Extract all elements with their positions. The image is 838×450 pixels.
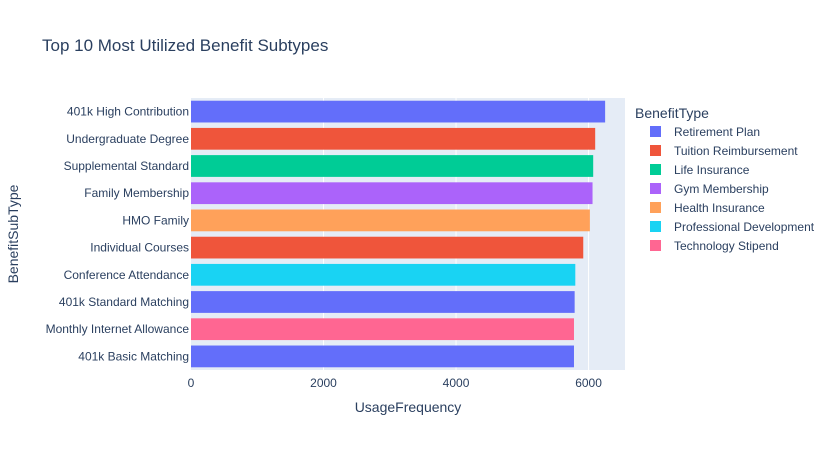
legend-swatch	[650, 202, 661, 213]
x-axis-title: UsageFrequency	[355, 399, 462, 415]
bar[interactable]	[191, 155, 594, 177]
legend-label: Retirement Plan	[674, 125, 760, 139]
legend-item[interactable]: Tuition Reimbursement	[650, 144, 798, 158]
legend[interactable]: BenefitType Retirement Plan Tuition Reimb…	[635, 105, 815, 253]
legend-label: Gym Membership	[674, 182, 769, 196]
chart-title: Top 10 Most Utilized Benefit Subtypes	[42, 36, 328, 55]
x-tick-label: 0	[188, 376, 195, 390]
y-tick-label: Family Membership	[84, 186, 189, 200]
x-tick-label: 2000	[310, 376, 337, 390]
legend-title: BenefitType	[635, 105, 709, 121]
y-tick-labels: 401k High Contribution Undergraduate Degr…	[46, 105, 190, 364]
x-tick-labels: 0 2000 4000 6000	[188, 376, 603, 390]
x-tick-label: 6000	[575, 376, 602, 390]
legend-item[interactable]: Gym Membership	[650, 182, 769, 196]
legend-item[interactable]: Retirement Plan	[650, 125, 760, 139]
y-tick-label: 401k High Contribution	[67, 105, 189, 119]
y-tick-label: Monthly Internet Allowance	[46, 322, 190, 336]
y-tick-label: Undergraduate Degree	[66, 132, 189, 146]
legend-item[interactable]: Professional Development	[650, 220, 815, 234]
bar[interactable]	[191, 209, 590, 232]
legend-swatch	[650, 145, 661, 156]
legend-label: Life Insurance	[674, 163, 750, 177]
legend-item[interactable]: Technology Stipend	[650, 239, 779, 253]
bar[interactable]	[191, 291, 575, 313]
legend-label: Technology Stipend	[674, 239, 779, 253]
bar[interactable]	[191, 182, 593, 205]
y-tick-label: Individual Courses	[90, 241, 189, 255]
bar[interactable]	[191, 345, 574, 368]
bar[interactable]	[191, 236, 584, 259]
legend-swatch	[650, 183, 661, 194]
y-axis-title: BenefitSubType	[5, 184, 21, 283]
legend-swatch	[650, 240, 661, 251]
bar[interactable]	[191, 127, 596, 150]
x-tick-label: 4000	[443, 376, 470, 390]
legend-label: Tuition Reimbursement	[674, 144, 798, 158]
legend-swatch	[650, 126, 661, 137]
bars	[191, 100, 606, 368]
legend-item[interactable]: Life Insurance	[650, 163, 750, 177]
y-tick-label: 401k Basic Matching	[78, 349, 189, 363]
bar[interactable]	[191, 263, 576, 286]
y-tick-label: 401k Standard Matching	[59, 295, 189, 309]
y-tick-label: HMO Family	[122, 213, 189, 227]
bar[interactable]	[191, 318, 574, 341]
legend-label: Professional Development	[674, 220, 815, 234]
bar[interactable]	[191, 100, 606, 123]
legend-label: Health Insurance	[674, 201, 765, 215]
y-tick-label: Conference Attendance	[64, 268, 190, 282]
legend-item[interactable]: Health Insurance	[650, 201, 765, 215]
y-tick-label: Supplemental Standard	[64, 159, 189, 173]
legend-swatch	[650, 164, 661, 175]
legend-swatch	[650, 221, 661, 232]
